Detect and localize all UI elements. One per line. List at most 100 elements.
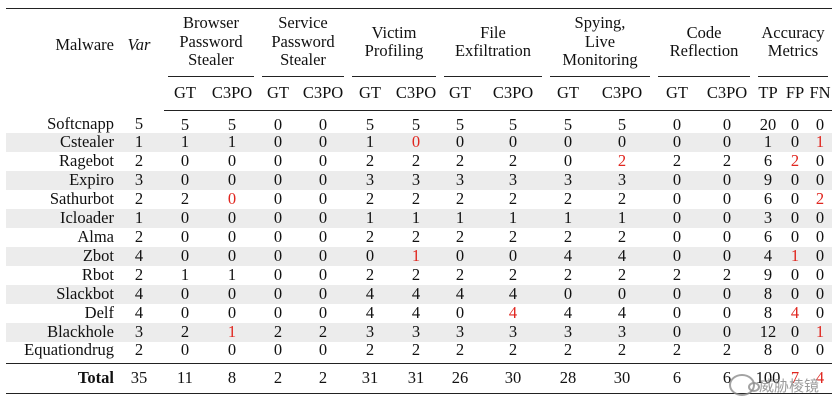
table-cell: 2 [617,189,627,209]
table-cell: 3 [590,171,654,190]
table-cell: 2 [722,265,732,285]
table-cell: 2 [365,265,375,285]
table-cell: 2 [180,189,190,209]
table-cell: 0 [782,209,808,228]
table-cell: 0 [318,189,328,209]
table-cell: 6 [763,151,773,171]
table-cell: 2 [617,227,627,247]
table-cell: 0 [180,227,190,247]
table-row: Slackbot 4 0 0 0 0 4 4 4 4 0 0 0 0 8 0 0 [6,285,832,304]
subheader-tp: TP [754,76,782,111]
table-cell: 0 [700,133,754,152]
table-cell: 4 [134,303,144,323]
table-cell: 0 [206,247,258,266]
table-cell: 0 [273,151,283,171]
watermark-text: 威胁棱镜 [758,376,819,395]
table-cell: 0 [722,114,732,134]
table-cell: 4 [508,303,518,323]
table-cell: 3 [392,323,440,342]
table-cell: 2 [617,151,627,171]
subheader-gt: GT [258,76,298,111]
table-cell: 2 [563,265,573,285]
table-cell: 5 [617,114,627,134]
table-cell: 0 [563,151,573,171]
group-header-line: Stealer [280,50,326,70]
table-cell: 4 [754,247,782,266]
table-cell: 2 [455,189,465,209]
table-row: Blackhole 3 2 1 2 2 3 3 3 3 3 3 0 0 12 0 1 [6,323,832,342]
table-cell: 0 [258,247,298,266]
table-cell: 5 [508,114,518,134]
subheader-gt: GT [654,76,700,111]
table-cell: 3 [754,209,782,228]
subheader-fn: FN [808,76,832,111]
table-cell: 0 [790,340,800,359]
subheader-gt: GT [546,76,590,111]
table-cell: 0 [392,133,440,152]
table-cell: 2 [298,323,348,342]
table-cell: 2 [455,227,465,247]
watermark: 威胁棱镜 [728,374,819,396]
malware-name: Icloader [6,209,120,228]
table-cell: 0 [722,303,732,323]
table-cell: 3 [348,171,392,190]
table-cell: 0 [700,323,754,342]
subheader-c3po: C3PO [590,76,654,111]
table-cell: 2 [365,189,375,209]
table-cell: 0 [206,171,258,190]
malware-name: Sathurbot [49,189,114,209]
table-cell: 2 [563,227,573,247]
table-cell: 0 [790,114,800,134]
table-cell: 3 [546,171,590,190]
table-cell: 2 [365,340,375,359]
table-cell: 0 [318,151,328,171]
group-header-line: Victim [371,22,417,42]
table-cell: 2 [672,340,682,359]
group-header-line: Live [584,31,616,51]
header-row: Malware Var Browser Password Stealer Servi… [6,8,832,76]
table-cell: 2 [134,227,144,247]
group-header-file-exfiltration: File Exfiltration [440,8,546,76]
table-cell: 0 [227,340,237,359]
table-row: Ragebot 2 0 0 0 0 2 2 2 2 0 2 2 2 6 2 0 [6,152,832,171]
table-cell: 4 [392,285,440,304]
table-cell: 4 [546,247,590,266]
table-cell: 2 [455,151,465,171]
table-cell: 2 [298,362,348,394]
table-cell: 0 [318,114,328,134]
table-row: Equationdrug 2 0 0 0 0 2 2 2 2 2 2 2 2 8 0 0 [6,340,832,363]
table-cell: 1 [808,323,832,342]
table-cell: 4 [440,285,480,304]
table-cell: 1 [392,247,440,266]
table-cell: 3 [590,323,654,342]
table-cell: 0 [782,323,808,342]
group-header-line: Password [179,31,243,51]
table-cell: 7 [782,362,808,394]
subheader-c3po: C3PO [700,76,754,111]
table-cell: 0 [258,133,298,152]
table-row: Delf 4 0 0 0 0 4 4 0 4 4 4 0 0 8 4 0 [6,304,832,323]
table-cell: 2 [411,340,421,359]
group-underline [758,76,828,77]
table-cell: 2 [365,151,375,171]
table-cell: 0 [654,323,700,342]
table-cell: 0 [348,247,392,266]
subheader-c3po: C3PO [206,76,258,111]
group-header-line: Browser [183,13,239,33]
malware-name: Softcnapp [47,114,114,134]
table-cell: 5 [563,114,573,134]
table-cell: 0 [654,247,700,266]
table-cell: 5 [180,114,190,134]
group-underline [262,76,344,77]
table-cell: 31 [392,362,440,394]
table-cell: 0 [546,285,590,304]
table-cell: 1 [206,323,258,342]
table-cell: 3 [440,323,480,342]
table-cell: 8 [763,340,773,359]
table-cell: 0 [700,171,754,190]
table-cell: 8 [763,303,773,323]
table-cell: 3 [348,323,392,342]
table-cell: 0 [273,265,283,285]
table-cell: 0 [318,340,328,359]
table-cell: 2 [411,189,421,209]
